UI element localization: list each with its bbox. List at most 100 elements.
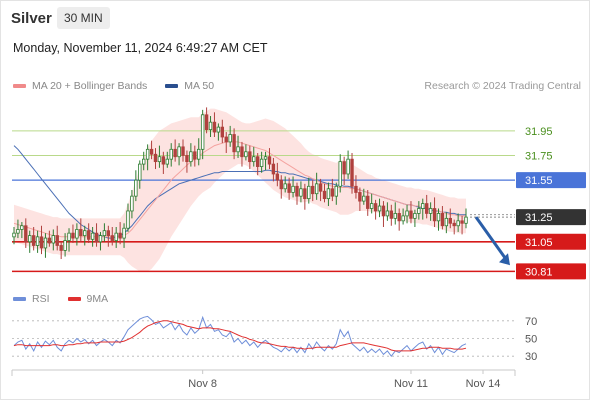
candle-body-57 (236, 146, 240, 153)
credit-text: Research © 2024 Trading Central (424, 80, 581, 92)
legend-item-ma20: MA 20 + Bollinger Bands (13, 80, 147, 92)
x-tick-label-2: Nov 14 (466, 378, 501, 390)
forecast-arrow-shaft (474, 216, 508, 261)
candle-body-110 (444, 217, 449, 227)
candle-body-40 (169, 148, 173, 160)
rsi-ma-line (13, 320, 467, 352)
candle-body-82 (334, 185, 338, 197)
candle-body-25 (110, 235, 114, 241)
candle-body-31 (134, 179, 138, 197)
candle-body-5 (31, 235, 36, 246)
legend-swatch-ma50 (165, 84, 179, 88)
candle-body-52 (216, 126, 221, 133)
candle-body-41 (173, 148, 177, 158)
candle-body-20 (90, 232, 95, 240)
candle-body-34 (145, 148, 150, 160)
candle-body-17 (79, 229, 83, 237)
candle-body-44 (185, 155, 189, 163)
level-label-0: 31.95 (525, 126, 553, 138)
timestamp: Monday, November 11, 2024 6:49:27 AM CET (13, 41, 268, 55)
candle-body-48 (200, 114, 205, 150)
candle-body-4 (28, 235, 32, 243)
legend-item-rsi: RSI (13, 293, 50, 305)
candle-body-13 (63, 240, 67, 251)
candle-body-62 (255, 156, 260, 167)
candle-body-101 (409, 210, 413, 219)
candle-body-15 (71, 232, 75, 239)
candle-body-96 (389, 210, 394, 219)
rsi-tick-2: 30 (525, 351, 537, 363)
level-label-5: 30.81 (525, 266, 553, 278)
candle-body-12 (59, 245, 63, 251)
candle-body-19 (86, 230, 91, 240)
candle-body-112 (452, 222, 456, 227)
level-badge-5 (516, 263, 586, 280)
timeframe-badge[interactable]: 30 MIN (57, 7, 110, 29)
level-badge-3 (516, 209, 586, 226)
candle-body-108 (436, 213, 441, 222)
forecast-arrow-head (499, 253, 510, 266)
candle-body-18 (83, 230, 87, 237)
level-label-2: 31.55 (525, 175, 553, 187)
x-tick-label-1: Nov 11 (394, 378, 428, 390)
candle-body-93 (377, 205, 382, 212)
legend-label-9ma: 9MA (86, 293, 109, 305)
candle-body-95 (385, 210, 390, 217)
candle-body-39 (165, 158, 169, 165)
candle-body-79 (322, 190, 327, 200)
x-tick-label-0: Nov 8 (188, 378, 217, 390)
candle-body-113 (456, 220, 460, 227)
candle-body-42 (177, 146, 181, 158)
candle-body-114 (460, 220, 464, 224)
candle-body-45 (189, 151, 193, 163)
candle-body-54 (224, 136, 228, 143)
candle-body-16 (75, 229, 79, 239)
candle-body-89 (362, 195, 366, 202)
candle-body-43 (181, 146, 185, 156)
candle-body-98 (397, 213, 401, 222)
candle-body-23 (102, 230, 107, 237)
candle-body-99 (401, 215, 405, 222)
candle-body-88 (358, 192, 362, 202)
candle-body-1 (16, 229, 20, 234)
candle-body-8 (43, 237, 48, 249)
candle-body-61 (252, 156, 256, 163)
candle-body-37 (157, 156, 162, 163)
candle-body-90 (366, 195, 370, 209)
candle-body-92 (373, 203, 378, 212)
candle-body-38 (161, 156, 166, 165)
candle-body-84 (342, 161, 346, 175)
candle-body-36 (153, 153, 158, 163)
candle-body-3 (24, 225, 28, 243)
header-bar: Silver 30 MIN (0, 0, 590, 38)
candle-body-51 (212, 121, 217, 133)
candle-body-73 (299, 188, 303, 197)
candle-body-29 (126, 210, 130, 229)
legend-swatch-9ma (67, 297, 81, 301)
legend-label-rsi: RSI (32, 293, 50, 305)
candle-body-47 (197, 148, 201, 160)
candle-body-11 (55, 235, 59, 246)
candle-body-70 (287, 183, 291, 193)
candle-body-46 (193, 151, 197, 160)
candle-body-81 (330, 188, 335, 197)
candle-body-0 (12, 232, 16, 238)
candle-body-104 (421, 203, 425, 209)
candle-body-60 (248, 151, 252, 163)
candle-body-50 (208, 121, 213, 130)
candle-body-75 (307, 185, 311, 200)
candle-body-27 (118, 232, 122, 239)
candle-body-30 (130, 195, 134, 212)
candle-body-105 (424, 203, 429, 214)
level-label-4: 31.05 (525, 237, 553, 249)
candle-body-85 (346, 158, 350, 175)
candle-body-91 (369, 203, 374, 209)
candle-body-6 (35, 236, 40, 246)
level-label-3: 31.25 (525, 212, 553, 224)
legend-item-ma50: MA 50 (165, 80, 214, 92)
candle-body-67 (275, 173, 280, 181)
candle-body-109 (440, 213, 445, 227)
candle-body-83 (338, 161, 342, 187)
candle-body-7 (39, 236, 44, 249)
